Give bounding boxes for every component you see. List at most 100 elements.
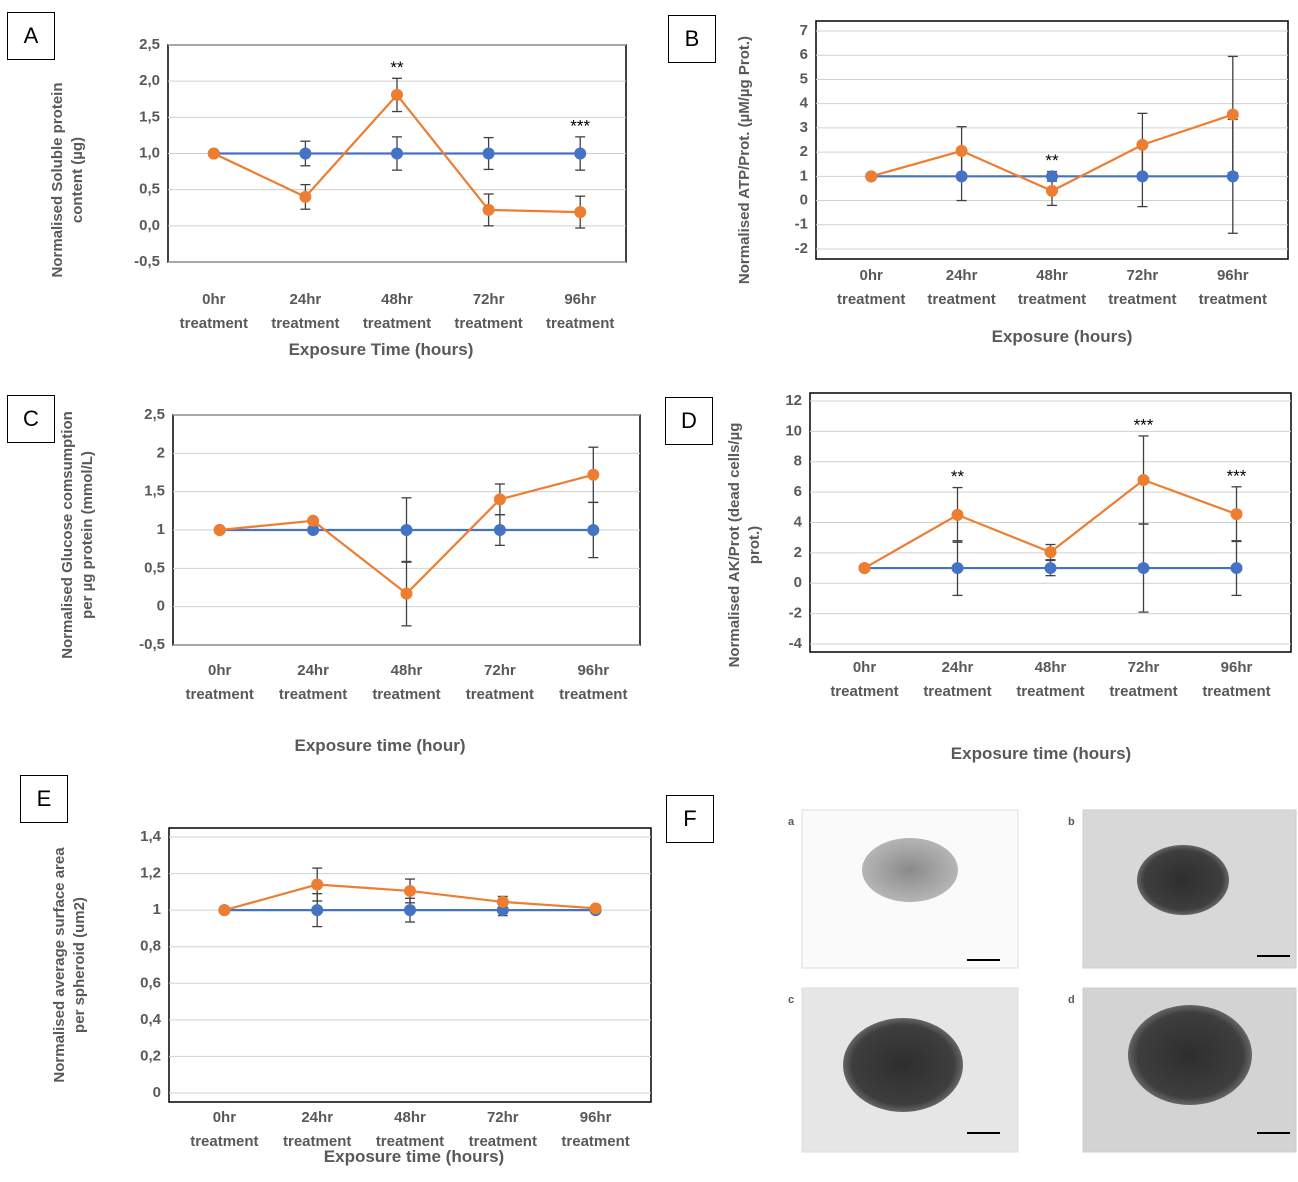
data-point <box>400 524 413 536</box>
y-tick-label: 1,5 <box>139 108 160 125</box>
y-axis-title: Normalised Soluble protein content (µg) <box>49 82 86 278</box>
y-tick-label: 4 <box>794 513 803 530</box>
y-tick-label: 1,0 <box>139 144 160 161</box>
significance-label: *** <box>1227 466 1247 485</box>
data-point <box>207 147 220 160</box>
y-tick-label: 1,2 <box>140 865 161 882</box>
data-point <box>496 895 509 908</box>
y-tick-label: 1 <box>800 167 808 184</box>
data-point <box>493 493 506 506</box>
y-tick-label: 5 <box>800 70 808 87</box>
y-tick-label: 2,0 <box>139 72 160 89</box>
significance-label: ** <box>1045 151 1059 170</box>
image-label: a <box>788 816 795 828</box>
y-tick-label: -1 <box>795 216 808 233</box>
data-point <box>574 206 587 219</box>
x-tick-label: 96hr treatment <box>546 291 615 332</box>
y-axis-title: Normalised average surface area per sphe… <box>51 847 88 1083</box>
y-tick-label: 4 <box>800 95 809 112</box>
y-tick-label: 7 <box>800 22 808 39</box>
significance-label: ** <box>390 58 404 77</box>
plot-frame <box>168 827 652 1103</box>
significance-label: ** <box>951 467 965 486</box>
y-tick-label: 1,4 <box>140 828 162 845</box>
x-tick-label: 72hr treatment <box>465 662 535 703</box>
x-tick-label: 72hr treatment <box>1109 659 1178 700</box>
y-tick-label: 1,5 <box>144 483 165 500</box>
x-tick-label: 24hr treatment <box>923 659 992 700</box>
y-tick-label: 0,5 <box>144 559 165 576</box>
panel-label: B <box>668 15 716 63</box>
x-tick-label: 48hr treatment <box>372 662 441 703</box>
y-tick-label: 0,6 <box>140 974 161 991</box>
x-tick-label: 0hr treatment <box>185 662 254 703</box>
data-point <box>587 524 600 536</box>
data-point <box>1230 508 1243 521</box>
data-point <box>587 468 600 481</box>
data-point <box>404 884 416 897</box>
image-label: d <box>1068 994 1075 1006</box>
image-label: c <box>788 994 794 1006</box>
data-point <box>574 147 587 160</box>
data-point <box>1226 108 1239 121</box>
x-axis-title: Exposure time (hours) <box>950 744 1132 763</box>
panel-label: D <box>665 397 713 445</box>
data-point <box>858 562 871 575</box>
y-tick-label: -0,5 <box>134 253 160 270</box>
data-point <box>1226 170 1239 183</box>
data-point <box>307 524 320 536</box>
x-axis-title: Exposure time (hour) <box>294 736 466 755</box>
data-point <box>299 190 312 203</box>
x-tick-label: 96hr treatment <box>1202 659 1271 700</box>
data-point <box>1044 546 1057 559</box>
data-point <box>955 144 968 157</box>
y-tick-label: 2,5 <box>139 36 160 53</box>
x-tick-label: 24hr treatment <box>278 662 348 703</box>
data-point <box>218 904 231 917</box>
x-tick-label: 0hr treatment <box>837 267 906 308</box>
data-point <box>1046 184 1058 197</box>
x-axis-title: Exposure Time (hours) <box>288 340 474 359</box>
data-point <box>496 904 509 917</box>
spheroid <box>1128 1005 1252 1105</box>
x-tick-label: 24hr treatment <box>271 291 340 332</box>
y-tick-label: 0 <box>800 192 808 209</box>
data-point <box>1046 170 1058 183</box>
y-tick-label: 6 <box>794 483 802 500</box>
y-tick-label: -4 <box>789 635 803 652</box>
panel-label: C <box>7 395 55 443</box>
y-tick-label: -2 <box>795 240 808 257</box>
y-tick-label: 1 <box>153 901 161 918</box>
data-point <box>482 203 495 216</box>
y-tick-label: 0 <box>153 1084 161 1101</box>
x-tick-label: 48hr treatment <box>362 291 432 332</box>
data-point <box>1137 473 1150 486</box>
data-point <box>589 902 602 915</box>
x-axis-title: Exposure (hours) <box>991 327 1133 346</box>
x-tick-label: 0hr treatment <box>179 291 248 332</box>
y-tick-label: 12 <box>785 392 802 409</box>
data-point <box>213 524 226 536</box>
data-point <box>404 904 416 917</box>
x-tick-label: 0hr treatment <box>830 659 899 700</box>
x-tick-label: 96hr treatment <box>561 1109 630 1150</box>
image-label: b <box>1068 816 1075 828</box>
data-point <box>1137 562 1150 575</box>
data-point <box>391 147 403 160</box>
micrographs: a b c d <box>788 809 1297 1153</box>
x-tick-label: 72hr treatment <box>454 291 523 332</box>
data-point <box>951 508 964 521</box>
data-point <box>482 147 495 160</box>
x-tick-label: 48hr treatment <box>375 1109 445 1150</box>
spheroid <box>862 838 958 902</box>
data-point <box>307 514 320 527</box>
data-point <box>493 524 506 536</box>
x-tick-label: 24hr treatment <box>927 267 996 308</box>
y-tick-label: 2 <box>157 444 165 461</box>
x-tick-label: 24hr treatment <box>283 1109 352 1150</box>
y-tick-label: 0,0 <box>139 217 160 234</box>
panel-label: A <box>7 12 55 60</box>
y-tick-label: 8 <box>794 453 802 470</box>
spheroid <box>1137 845 1229 915</box>
significance-label: *** <box>570 116 590 135</box>
